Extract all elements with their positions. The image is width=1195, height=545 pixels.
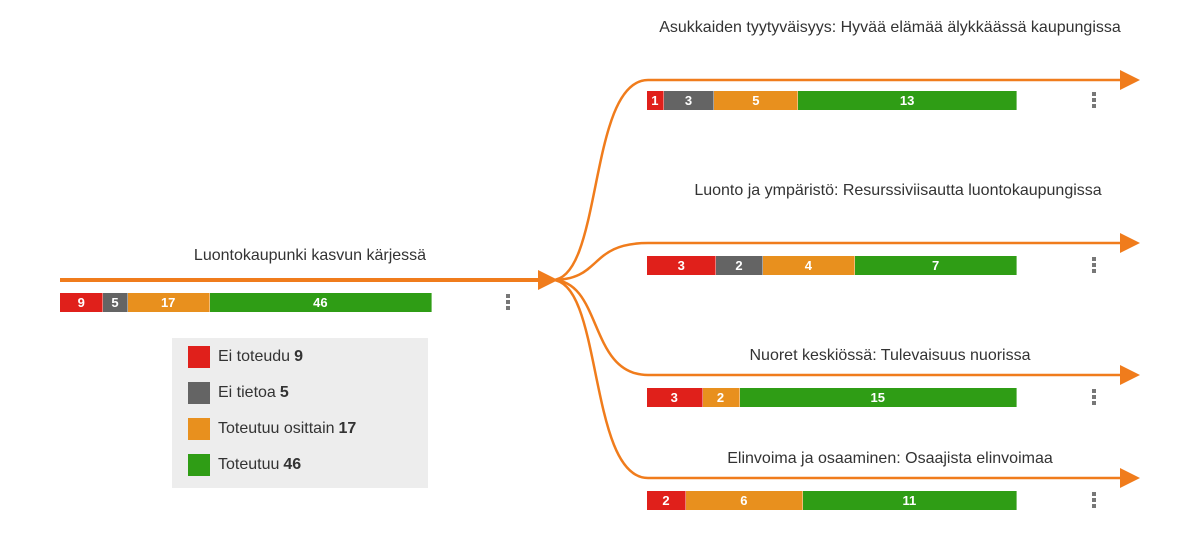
- menu-icon: [1092, 389, 1096, 407]
- dot: [1092, 395, 1096, 399]
- branch-title: Elinvoima ja osaaminen: Osaajista elinvo…: [727, 450, 1053, 467]
- dot: [1092, 92, 1096, 96]
- bar-segment: 5: [714, 91, 799, 110]
- dot: [1092, 263, 1096, 267]
- legend-swatch: [188, 454, 210, 476]
- arrow-head: [538, 270, 558, 290]
- dot: [1092, 389, 1096, 393]
- root-title: Luontokaupunki kasvun kärjessä: [193, 247, 427, 264]
- legend-label: Toteutuu: [218, 456, 280, 473]
- dot: [506, 294, 510, 298]
- dot: [1092, 498, 1096, 502]
- connector: [551, 278, 1128, 377]
- bar-segment: 2: [647, 491, 686, 510]
- menu-icon: [1092, 257, 1096, 275]
- dot: [1092, 269, 1096, 273]
- branch-title: Luonto ja ympäristö: Resurssiviisautta l…: [694, 182, 1102, 199]
- legend-item: Toteutuu osittain 17: [188, 418, 356, 440]
- bar-segment: 2: [716, 256, 763, 275]
- bar-segment: 11: [802, 491, 1017, 510]
- dot: [1092, 104, 1096, 108]
- bar-segment: 6: [685, 491, 803, 510]
- bar-segment: 4: [762, 256, 856, 275]
- legend-item: Ei tietoa 5: [188, 382, 289, 404]
- bar-segment: 17: [127, 293, 210, 312]
- stacked-bar: 1 3 5 13: [647, 91, 1017, 110]
- legend-swatch: [188, 418, 210, 440]
- bar-segment: 3: [647, 256, 717, 275]
- menu-icon: [1092, 492, 1096, 510]
- arrow-head: [1120, 233, 1140, 253]
- dot: [506, 300, 510, 304]
- arrow-head: [1120, 70, 1140, 90]
- dot: [1092, 257, 1096, 261]
- dot: [506, 306, 510, 310]
- bar-segment: 7: [855, 256, 1017, 275]
- legend-item: Ei toteudu 9: [188, 346, 303, 368]
- bar-segment: 15: [739, 388, 1017, 407]
- bar-segment: 9: [60, 293, 104, 312]
- legend-label: Ei toteudu: [218, 348, 291, 365]
- connector: [551, 78, 1128, 282]
- bar-segment: 13: [798, 91, 1017, 110]
- dot: [1092, 504, 1096, 508]
- bar-segment: 1: [647, 91, 664, 110]
- bar-segment: 3: [663, 91, 715, 110]
- legend: Ei toteudu 9 Ei tietoa 5 Toteutuu osittain 17…: [172, 338, 428, 488]
- legend-count: 9: [294, 348, 303, 365]
- menu-icon: [506, 294, 510, 312]
- dot: [1092, 98, 1096, 102]
- connector: [551, 278, 1128, 480]
- bar-segment: 46: [209, 293, 432, 312]
- branch-title: Nuoret keskiössä: Tulevaisuus nuorissa: [749, 347, 1031, 364]
- branch-title: Asukkaiden tyytyväisyys: Hyvää elämää äl…: [659, 19, 1121, 36]
- legend-swatch: [188, 346, 210, 368]
- bar-segment: 3: [647, 388, 703, 407]
- legend-label: Ei tietoa: [218, 384, 276, 401]
- legend-swatch: [188, 382, 210, 404]
- bar-segment: 5: [103, 293, 128, 312]
- legend-item: Toteutuu 46: [188, 454, 301, 476]
- bar-segment: 2: [702, 388, 740, 407]
- arrow-head: [1120, 468, 1140, 488]
- legend-count: 17: [338, 420, 357, 437]
- arrow-head: [1120, 365, 1140, 385]
- legend-count: 5: [279, 384, 289, 401]
- dot: [1092, 492, 1096, 496]
- menu-icon: [1092, 92, 1096, 110]
- legend-label: Toteutuu osittain: [218, 420, 335, 437]
- connector: [551, 241, 1128, 282]
- legend-count: 46: [283, 456, 302, 473]
- stacked-bar: 2 6 11: [647, 491, 1017, 510]
- dot: [1092, 401, 1096, 405]
- stacked-bar: 3 2 15: [647, 388, 1017, 407]
- stacked-bar: 9 5 17 46: [60, 293, 432, 312]
